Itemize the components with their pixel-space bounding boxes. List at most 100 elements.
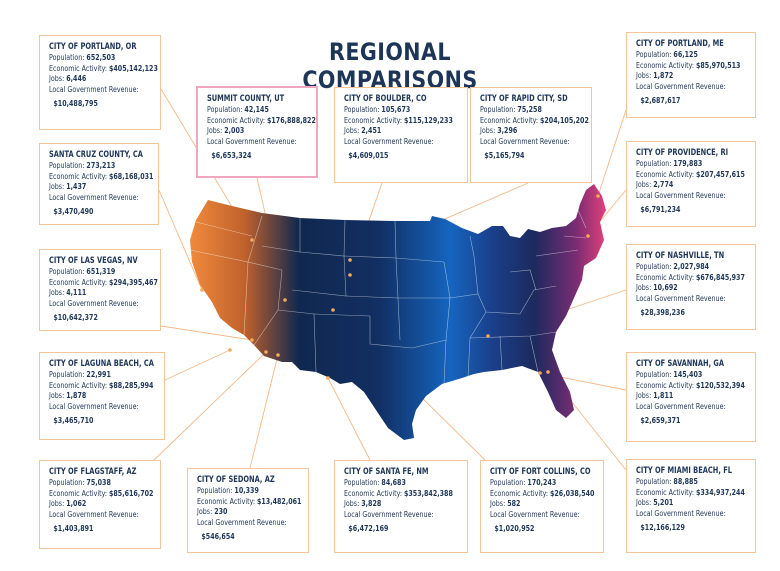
revenue-value: $10,488,795 [53, 99, 98, 109]
population-value: 170,243 [527, 478, 557, 487]
jobs-row: Jobs: 10,692 [636, 283, 736, 294]
economic-label: Economic Activity: [636, 272, 694, 282]
city-name: CITY OF MIAMI BEACH, FL [636, 466, 732, 476]
card-boulder: CITY OF BOULDER, CO Population: 105,673 … [334, 87, 468, 183]
economic-value: $88,285,994 [108, 380, 154, 390]
population-row: Population: 84,683 [344, 478, 448, 489]
city-name: SANTA CRUZ COUNTY, CA [49, 150, 143, 160]
revenue-label: Local Government Revenue: [344, 509, 434, 519]
card-portland-me: CITY OF PORTLAND, ME Population: 66,125 … [626, 32, 756, 118]
jobs-value: 6,446 [66, 74, 87, 84]
revenue-value: $12,166,129 [640, 523, 685, 533]
economic-value: $176,888,822 [266, 115, 316, 125]
population-value: 105,673 [381, 105, 411, 114]
economic-label: Economic Activity: [636, 60, 694, 70]
revenue-value: $1,020,952 [494, 524, 535, 534]
revenue-label: Local Government Revenue: [49, 401, 139, 411]
economic-row: Economic Activity: $26,038,540 [490, 489, 594, 500]
economic-label: Economic Activity: [207, 115, 265, 125]
jobs-row: Jobs: 4,111 [49, 288, 142, 299]
population-row: Population: 10,339 [197, 486, 290, 497]
economic-row: Economic Activity: $85,616,702 [49, 488, 153, 500]
population-row: Population: 66,125 [636, 50, 736, 61]
economic-row: Economic Activity: $294,395,467 [49, 277, 158, 289]
city-name: CITY OF RAPID CITY, SD [480, 94, 568, 104]
economic-row: Economic Activity: $207,457,615 [636, 169, 745, 181]
economic-label: Economic Activity: [49, 171, 107, 181]
jobs-value: 1,437 [66, 182, 87, 192]
revenue-value: $3,470,490 [53, 207, 94, 217]
population-row: Population: 145,403 [636, 370, 736, 381]
revenue-value: $10,642,372 [53, 313, 98, 323]
revenue-value: $1,403,891 [53, 524, 94, 534]
jobs-label: Jobs: [49, 74, 65, 84]
city-name: CITY OF BOULDER, CO [344, 94, 427, 104]
revenue-value: $546,654 [201, 532, 235, 542]
card-nashville: CITY OF NASHVILLE, TN Population: 2,027,… [626, 244, 756, 330]
population-value: 273,213 [86, 161, 116, 170]
population-label: Population: [636, 159, 672, 168]
revenue-label: Local Government Revenue: [49, 84, 139, 94]
card-fort-collins: CITY OF FORT COLLINS, CO Population: 170… [480, 460, 604, 553]
jobs-label: Jobs: [636, 498, 652, 508]
marker-miami-beach [546, 370, 550, 374]
economic-value: $13,482,061 [256, 496, 302, 506]
population-value: 75,258 [517, 105, 542, 114]
revenue-value: $4,609,015 [348, 151, 389, 161]
card-santa-fe: CITY OF SANTA FE, NM Population: 84,683 … [334, 460, 468, 553]
population-value: 88,885 [673, 477, 698, 486]
economic-label: Economic Activity: [49, 277, 107, 287]
marker-sedona [276, 353, 280, 357]
jobs-row: Jobs: 5,201 [636, 498, 736, 509]
population-value: 2,027,984 [673, 262, 710, 271]
revenue-label: Local Government Revenue: [49, 192, 139, 202]
economic-row: Economic Activity: $334,937,244 [636, 488, 745, 499]
jobs-label: Jobs: [344, 126, 360, 136]
city-name: CITY OF SANTA FE, NM [344, 467, 429, 477]
card-las-vegas: CITY OF LAS VEGAS, NV Population: 651,31… [39, 249, 161, 331]
jobs-value: 2,003 [224, 126, 245, 136]
jobs-row: Jobs: 1,811 [636, 391, 736, 402]
jobs-row: Jobs: 1,437 [49, 182, 141, 193]
population-label: Population: [636, 477, 672, 486]
population-row: Population: 105,673 [344, 105, 448, 116]
jobs-value: 3,296 [497, 126, 518, 136]
marker-las-vegas [250, 338, 254, 342]
leader-line-santa-cruz [158, 189, 203, 291]
population-value: 145,403 [673, 370, 703, 379]
jobs-value: 1,878 [66, 391, 87, 401]
jobs-label: Jobs: [344, 499, 360, 509]
jobs-row: Jobs: 1,872 [636, 71, 736, 82]
revenue-label: Local Government Revenue: [636, 401, 726, 411]
economic-row: Economic Activity: $676,845,937 [636, 272, 745, 284]
population-row: Population: 273,213 [49, 161, 141, 172]
city-name: CITY OF LAGUNA BEACH, CA [49, 359, 154, 369]
population-value: 179,883 [673, 159, 703, 168]
economic-label: Economic Activity: [636, 169, 694, 179]
economic-value: $405,142,123 [108, 63, 158, 73]
population-row: Population: 170,243 [490, 478, 585, 489]
population-label: Population: [207, 105, 243, 114]
card-providence: CITY OF PROVIDENCE, RI Population: 179,8… [626, 141, 756, 227]
economic-value: $207,457,615 [695, 169, 745, 179]
revenue-value: $28,398,236 [640, 308, 685, 318]
jobs-row: Jobs: 1,878 [49, 391, 146, 402]
economic-label: Economic Activity: [49, 488, 107, 498]
marker-portland-or [250, 238, 254, 242]
card-santa-cruz: SANTA CRUZ COUNTY, CA Population: 273,21… [39, 143, 159, 225]
marker-rapid-city [348, 258, 352, 262]
state-borders [189, 209, 587, 385]
marker-nashville [486, 334, 490, 338]
city-name: CITY OF FLAGSTAFF, AZ [49, 467, 137, 477]
population-row: Population: 88,885 [636, 477, 736, 488]
jobs-value: 4,111 [66, 288, 87, 298]
economic-label: Economic Activity: [344, 115, 402, 125]
revenue-label: Local Government Revenue: [636, 293, 726, 303]
marker-laguna-beach [228, 348, 232, 352]
economic-label: Economic Activity: [49, 380, 107, 390]
population-label: Population: [49, 53, 85, 62]
population-row: Population: 42,145 [207, 105, 299, 116]
city-name: CITY OF PROVIDENCE, RI [636, 148, 729, 158]
revenue-value: $2,687,617 [640, 96, 681, 106]
population-row: Population: 651,319 [49, 267, 142, 278]
